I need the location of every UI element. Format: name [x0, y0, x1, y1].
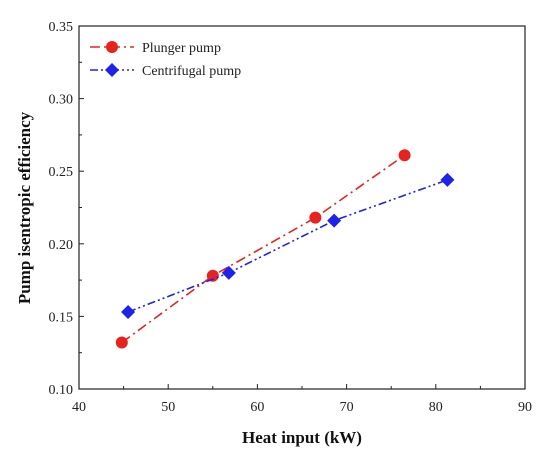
x-axis-title: Heat input (kW): [242, 428, 362, 447]
y-tick-label: 0.10: [49, 383, 74, 398]
data-point: [115, 336, 128, 349]
y-tick-label: 0.35: [49, 20, 74, 35]
data-point: [327, 213, 342, 228]
x-tick-label: 40: [72, 400, 86, 415]
legend-marker: [105, 63, 119, 77]
legend-label: Plunger pump: [142, 41, 221, 56]
series-plunger-pump: [115, 149, 411, 349]
legend-marker: [106, 41, 118, 53]
y-tick-label: 0.20: [49, 238, 74, 253]
data-point: [309, 211, 322, 224]
y-axis-title: Pump isentropic efficiency: [15, 111, 34, 304]
data-point: [440, 172, 455, 187]
x-tick-label: 60: [250, 400, 264, 415]
plot-frame: [78, 25, 526, 390]
x-axis: 40 50 60 70 80 90: [72, 384, 532, 415]
legend-label: Centrifugal pump: [142, 64, 241, 79]
y-tick-label: 0.30: [49, 93, 74, 108]
data-point: [221, 265, 236, 280]
x-tick-label: 70: [340, 400, 354, 415]
series-layer: [115, 149, 455, 349]
data-point: [121, 305, 136, 320]
series-line: [127, 179, 448, 313]
x-tick-label: 50: [161, 400, 175, 415]
y-tick-label: 0.15: [49, 310, 74, 325]
y-axis: 0.10 0.15 0.20 0.25 0.30 0.35: [49, 20, 84, 398]
series-centrifugal-pump: [121, 172, 455, 320]
data-point: [398, 149, 411, 162]
legend: Plunger pump Centrifugal pump: [90, 41, 241, 79]
data-point: [206, 269, 219, 282]
x-tick-label: 90: [518, 400, 532, 415]
x-tick-label: 80: [429, 400, 443, 415]
series-line: [121, 154, 406, 344]
y-tick-label: 0.25: [49, 165, 74, 180]
